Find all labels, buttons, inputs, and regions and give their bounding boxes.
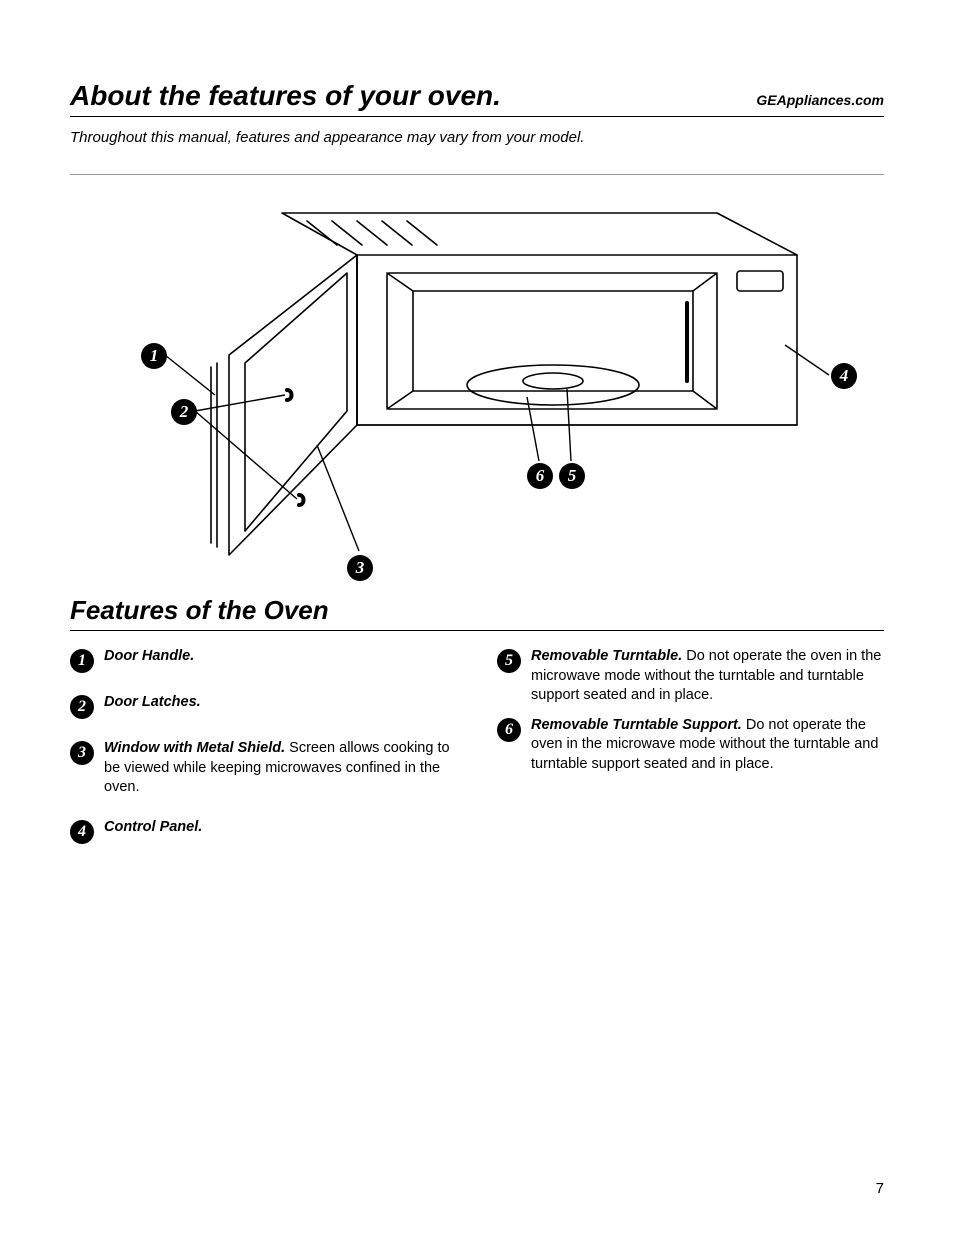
feature-label: Door Handle. — [104, 648, 194, 664]
feature-label: Removable Turntable. — [531, 648, 682, 664]
feature-badge: 5 — [497, 649, 521, 673]
feature-label: Removable Turntable Support. — [531, 717, 742, 733]
feature-text: Removable Turntable Support. Do not oper… — [531, 716, 884, 775]
feature-badge: 6 — [497, 718, 521, 742]
feature-text: Door Handle. — [104, 647, 194, 667]
feature-item: 5 Removable Turntable. Do not operate th… — [497, 647, 884, 706]
callout-badge-1: 1 — [141, 343, 167, 369]
page-header: About the features of your oven. GEAppli… — [70, 80, 884, 117]
feature-badge: 1 — [70, 649, 94, 673]
features-grid: 1 Door Handle. 2 Door Latches. 3 Window … — [70, 647, 884, 864]
callout-badge-3: 3 — [347, 555, 373, 581]
feature-badge: 4 — [70, 820, 94, 844]
page-title: About the features of your oven. — [70, 80, 501, 112]
feature-badge: 2 — [70, 695, 94, 719]
feature-item: 1 Door Handle. — [70, 647, 457, 673]
page-number: 7 — [876, 1180, 884, 1197]
feature-item: 3 Window with Metal Shield. Screen allow… — [70, 739, 457, 798]
callout-badge-5: 5 — [559, 463, 585, 489]
feature-item: 2 Door Latches. — [70, 693, 457, 719]
feature-text: Door Latches. — [104, 693, 201, 713]
feature-text: Removable Turntable. Do not operate the … — [531, 647, 884, 706]
feature-label: Door Latches. — [104, 694, 201, 710]
feature-text: Window with Metal Shield. Screen allows … — [104, 739, 457, 798]
brand-url: GEAppliances.com — [756, 92, 884, 108]
diagram-container: 1 2 3 6 5 4 — [70, 195, 884, 585]
features-right-col: 5 Removable Turntable. Do not operate th… — [497, 647, 884, 864]
feature-label: Control Panel. — [104, 819, 202, 835]
section-title: Features of the Oven — [70, 595, 884, 631]
features-left-col: 1 Door Handle. 2 Door Latches. 3 Window … — [70, 647, 457, 864]
callout-badge-6: 6 — [527, 463, 553, 489]
feature-label: Window with Metal Shield. — [104, 740, 285, 756]
feature-badge: 3 — [70, 741, 94, 765]
oven-svg — [97, 195, 857, 585]
callout-badge-4: 4 — [831, 363, 857, 389]
feature-item: 6 Removable Turntable Support. Do not op… — [497, 716, 884, 775]
feature-item: 4 Control Panel. — [70, 818, 457, 844]
oven-diagram: 1 2 3 6 5 4 — [97, 195, 857, 585]
callout-badge-2: 2 — [171, 399, 197, 425]
page-subtitle: Throughout this manual, features and app… — [70, 129, 884, 175]
feature-text: Control Panel. — [104, 818, 202, 838]
